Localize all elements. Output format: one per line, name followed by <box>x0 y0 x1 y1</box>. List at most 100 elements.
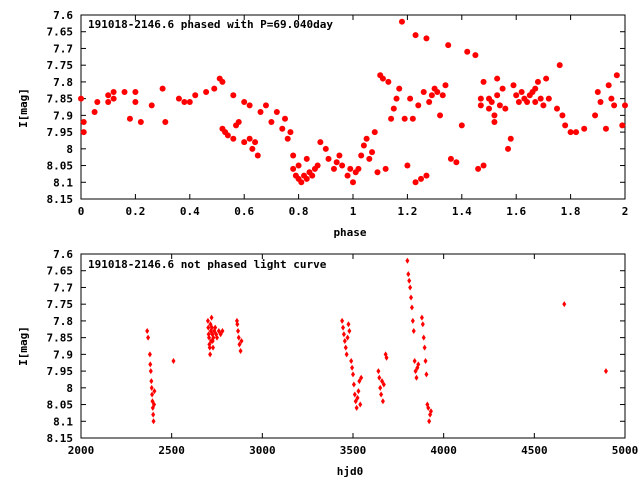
data-point <box>213 324 218 331</box>
data-point <box>325 155 332 162</box>
data-point <box>341 324 346 331</box>
data-point <box>573 129 580 136</box>
x-tick-label: 2000 <box>68 444 95 457</box>
y-tick-label: 7.65 <box>47 26 74 39</box>
data-point <box>581 125 588 132</box>
data-point <box>230 92 237 99</box>
data-point <box>398 18 405 25</box>
data-point <box>496 102 503 109</box>
data-point <box>149 384 154 391</box>
data-point <box>406 271 411 278</box>
data-point <box>151 411 156 418</box>
data-point <box>78 95 84 102</box>
data-point <box>407 277 412 284</box>
data-point <box>371 129 378 136</box>
data-point <box>350 364 355 371</box>
data-point <box>192 92 199 99</box>
x-axis-label: hjd0 <box>337 465 364 478</box>
data-point <box>268 119 275 126</box>
data-point <box>597 98 604 105</box>
data-point <box>507 135 514 142</box>
y-tick-label: 7.75 <box>47 298 74 311</box>
x-tick-label: 2500 <box>158 444 185 457</box>
data-point <box>622 102 628 109</box>
data-point <box>401 115 408 122</box>
data-point <box>380 398 385 405</box>
data-point <box>384 354 389 361</box>
data-point <box>486 105 492 112</box>
x-axis: 0 0.2 0.4 0.6 0.8 1 1.2 1.4 1.6 1.8 2 <box>78 15 628 218</box>
y-tick-label: 7.95 <box>47 126 74 139</box>
data-point <box>412 358 417 365</box>
data-point <box>273 109 280 116</box>
data-point <box>345 334 350 341</box>
data-point <box>472 52 479 59</box>
data-point <box>447 155 454 162</box>
data-point <box>554 105 560 112</box>
data-point <box>423 172 430 179</box>
y-tick-label: 8.05 <box>47 160 74 173</box>
data-point <box>556 62 563 69</box>
data-point <box>494 75 501 82</box>
data-point <box>181 98 188 105</box>
data-point <box>379 75 386 82</box>
data-point <box>437 112 444 119</box>
plot-frame <box>80 253 626 439</box>
data-point <box>152 388 157 395</box>
x-tick-label: 1 <box>350 205 357 218</box>
x-tick-label: 0.6 <box>234 205 254 218</box>
data-point <box>414 374 419 381</box>
data-point <box>355 394 360 401</box>
y-tick-label: 7.8 <box>53 76 73 89</box>
y-tick-label: 7.85 <box>47 93 74 106</box>
data-point <box>404 162 411 169</box>
x-tick-label: 0.8 <box>289 205 309 218</box>
data-point <box>377 374 382 381</box>
data-point <box>146 334 151 341</box>
y-tick-label: 7.65 <box>47 265 74 278</box>
data-point <box>290 165 297 172</box>
data-point <box>376 368 381 375</box>
data-point <box>357 378 362 385</box>
data-point <box>355 165 362 172</box>
x-tick-label: 0.4 <box>180 205 200 218</box>
data-point <box>405 257 410 264</box>
data-point <box>420 88 427 95</box>
data-point <box>347 327 352 334</box>
data-point <box>353 398 358 405</box>
data-point <box>290 152 297 159</box>
y-tick-label: 7.8 <box>53 315 73 328</box>
data-point <box>347 165 354 172</box>
data-point <box>110 88 117 95</box>
data-point <box>80 129 87 136</box>
y-tick-label: 7.9 <box>53 109 73 122</box>
data-point <box>363 135 370 142</box>
data-points <box>145 257 608 425</box>
data-point <box>545 95 552 102</box>
data-point <box>175 95 182 102</box>
data-point <box>475 165 482 172</box>
data-point <box>532 98 539 105</box>
y-tick-label: 8.15 <box>47 193 74 206</box>
data-point <box>513 92 520 99</box>
data-point <box>254 152 261 159</box>
data-point <box>148 368 153 375</box>
data-point <box>295 162 302 169</box>
data-point <box>147 351 152 358</box>
y-tick-label: 8 <box>66 382 73 395</box>
data-point <box>453 159 460 166</box>
data-point <box>171 358 176 365</box>
data-point <box>137 119 144 126</box>
data-point <box>207 334 212 341</box>
data-point <box>385 78 392 85</box>
data-point <box>543 75 550 82</box>
data-point <box>491 112 498 119</box>
data-point <box>220 327 225 334</box>
data-point <box>477 102 484 109</box>
x-tick-label: 1.4 <box>452 205 472 218</box>
data-point <box>358 152 365 159</box>
data-point <box>206 324 211 331</box>
data-point <box>148 102 155 109</box>
y-tick-label: 7.7 <box>53 281 73 294</box>
data-point <box>322 145 329 152</box>
